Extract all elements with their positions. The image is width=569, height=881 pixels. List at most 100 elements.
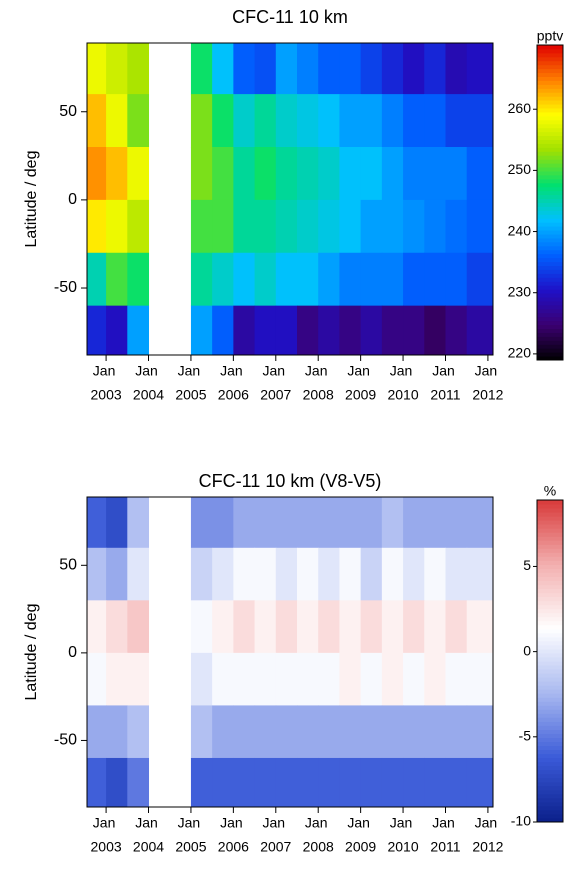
heat-cell [190, 705, 213, 759]
heat-cell [424, 252, 446, 307]
colorbar-segment [537, 616, 563, 622]
heat-cell [87, 652, 107, 706]
colorbar-segment [537, 648, 563, 654]
colorbar-segment [537, 781, 563, 787]
heat-cell [233, 757, 256, 808]
colorbar-segment [537, 689, 563, 694]
colorbar-segment [537, 536, 563, 541]
heat-cell [318, 305, 340, 356]
colorbar-segment [537, 64, 563, 70]
colorbar-segment [537, 765, 563, 771]
colorbar-segment [537, 214, 563, 219]
colorbar-segment [537, 155, 563, 160]
colorbar-segment [537, 92, 563, 97]
heat-cell [466, 600, 494, 654]
heat-cell [233, 497, 256, 549]
heat-cell [127, 252, 150, 307]
heat-cell [381, 497, 404, 549]
heat-cell [87, 757, 107, 808]
x-year-label: 2008 [303, 839, 334, 855]
colorbar-segment [537, 198, 563, 203]
colorbar-tick-label: 220 [508, 345, 532, 361]
heat-cell [106, 305, 128, 356]
colorbar-segment [537, 135, 563, 140]
x-tick-label: Jan [475, 815, 498, 831]
colorbar-segment [537, 685, 563, 690]
y-tick-label: 50 [59, 103, 77, 120]
x-year-label: 2011 [430, 839, 460, 855]
heat-cell [254, 199, 277, 254]
colorbar-segment [537, 159, 563, 164]
x-tick-label: Jan [390, 363, 413, 379]
heat-cell [87, 43, 107, 95]
x-year-label: 2004 [133, 387, 164, 403]
colorbar-segment [537, 312, 563, 318]
x-year-label: 2010 [387, 387, 418, 403]
colorbar-segment [537, 701, 563, 706]
heat-cell [424, 199, 446, 254]
heat-cell [275, 199, 298, 254]
x-year-label: 2009 [345, 839, 376, 855]
colorbar-segment [537, 143, 563, 148]
x-year-label: 2007 [260, 387, 291, 403]
y-axis-label: Latitude / deg [23, 151, 40, 248]
heat-cell [360, 199, 383, 254]
heat-cell [424, 497, 446, 549]
heat-cell [318, 199, 340, 254]
heat-cell [233, 252, 256, 307]
heat-cell [424, 652, 446, 706]
colorbar-segment [537, 777, 563, 783]
colorbar-segment [537, 761, 563, 767]
heat-cell [106, 199, 128, 254]
heat-cell [360, 305, 383, 356]
heat-cell [297, 757, 319, 808]
colorbar-segment [537, 111, 563, 117]
colorbar-segment [537, 261, 563, 266]
colorbar-segment [537, 139, 563, 144]
colorbar-segment [537, 344, 563, 349]
colorbar-segment [537, 289, 563, 294]
heat-cell [212, 652, 234, 706]
colorbar-segment [537, 76, 563, 81]
colorbar-segment [537, 202, 563, 207]
colorbar-segment [537, 713, 563, 718]
x-year-label: 2005 [175, 839, 206, 855]
heat-cell [233, 199, 256, 254]
colorbar-segment [537, 234, 563, 239]
x-tick-label: Jan [135, 363, 158, 379]
colorbar-segment [537, 568, 563, 573]
colorbar-segment [537, 300, 563, 306]
colorbar-tick-label: 250 [508, 161, 532, 177]
heat-cell [127, 497, 150, 549]
colorbar-frame [536, 499, 564, 823]
colorbar-segment [537, 174, 563, 180]
heat-cell [87, 199, 107, 254]
x-tick-label: Jan [390, 815, 413, 831]
heat-cell [106, 547, 128, 601]
heat-cell [275, 705, 298, 759]
colorbar-segment [537, 218, 563, 223]
colorbar-segment [537, 817, 563, 823]
colorbar-segment [537, 241, 563, 247]
heat-cell [127, 199, 150, 254]
x-year-label: 2012 [472, 387, 503, 403]
heat-cell [445, 94, 468, 148]
colorbar-segment [537, 636, 563, 642]
y-tick-label: 50 [59, 557, 77, 574]
heat-cell [87, 305, 107, 356]
colorbar-segment [537, 56, 563, 62]
x-year-label: 2010 [387, 839, 418, 855]
x-year-label: 2003 [91, 839, 122, 855]
x-year-label: 2003 [91, 387, 122, 403]
heat-cell [297, 497, 319, 549]
y-tick-label: 0 [68, 191, 77, 208]
colorbar-segment [537, 96, 563, 101]
heat-cell [87, 600, 107, 654]
heat-cell [360, 652, 383, 706]
heat-cell [360, 600, 383, 654]
colorbar-segment [537, 552, 563, 557]
heat-cell [403, 497, 425, 549]
heat-cell [212, 305, 234, 356]
colorbar-tick-label: 230 [508, 283, 532, 299]
heat-cell [106, 497, 128, 549]
